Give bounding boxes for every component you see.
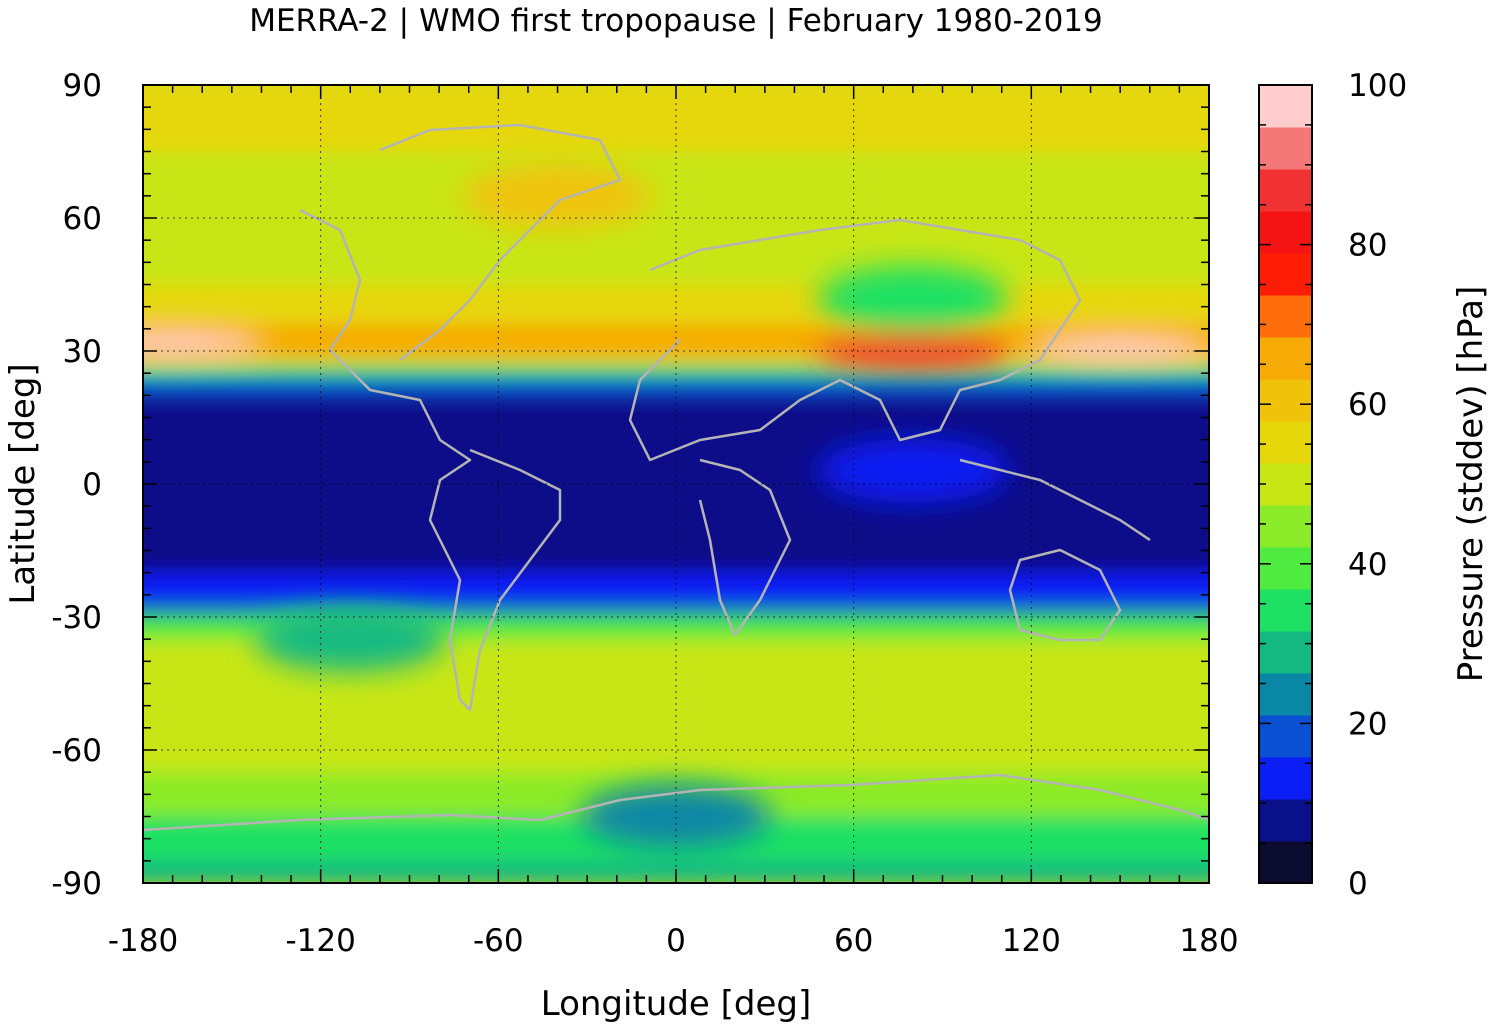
x-axis-label: Longitude [deg]	[541, 984, 812, 1024]
field-features	[143, 163, 1209, 849]
colorbar-segment	[1259, 631, 1312, 674]
colorbar-segment	[1259, 841, 1312, 884]
colorbar-tick-label: 80	[1348, 228, 1387, 264]
x-tick-label: 180	[1179, 923, 1238, 959]
x-tick-label: -180	[108, 923, 178, 959]
chart-title: MERRA-2 | WMO first tropopause | Februar…	[249, 3, 1103, 39]
colorbar	[1259, 85, 1312, 884]
y-tick-label: 90	[63, 68, 102, 104]
colorbar-segment	[1259, 85, 1312, 128]
y-tick-label: 0	[82, 467, 102, 503]
x-tick-label: -60	[473, 923, 524, 959]
x-tick-label: 60	[834, 923, 873, 959]
colorbar-tick-label: 40	[1348, 547, 1387, 583]
field-feature	[1025, 330, 1209, 363]
colorbar-segment	[1259, 547, 1312, 590]
field-feature	[817, 438, 1008, 503]
colorbar-tick-label: 100	[1348, 68, 1407, 104]
colorbar-segment	[1259, 337, 1312, 380]
gridlines	[143, 85, 1209, 883]
colorbar-segment	[1259, 421, 1312, 464]
colorbar-label: Pressure (stddev) [hPa]	[1451, 286, 1491, 682]
colorbar-segment	[1259, 295, 1312, 338]
zonal-band	[143, 151, 1209, 219]
field-feature	[581, 784, 771, 849]
y-tick-label: 30	[63, 334, 102, 370]
colorbar-tick-label: 0	[1348, 866, 1368, 902]
colorbar-tick-label: 20	[1348, 706, 1387, 742]
colorbar-tick-labels: 0 20 40 60 80 100	[1348, 68, 1407, 902]
y-axis-label: Latitude [deg]	[3, 363, 43, 604]
colorbar-segment	[1259, 169, 1312, 212]
zonal-band	[143, 218, 1209, 286]
zonal-band	[143, 364, 1209, 379]
colorbar-segment	[1259, 757, 1312, 800]
colorbar-ticks	[1259, 84, 1312, 884]
colorbar-segment	[1259, 253, 1312, 296]
colorbar-segment	[1259, 211, 1312, 254]
field-feature	[143, 326, 268, 359]
x-tick-label: -120	[285, 923, 355, 959]
field-feature	[255, 607, 446, 672]
field-feature	[462, 163, 653, 228]
colorbar-segment	[1259, 463, 1312, 506]
y-tick-label: -90	[51, 866, 102, 902]
axis-ticks	[142, 84, 1210, 884]
colorbar-segment	[1259, 127, 1312, 170]
zonal-band	[143, 284, 1209, 326]
heatmap-field	[143, 85, 1209, 883]
coastlines	[143, 123, 1209, 832]
x-tick-label: 0	[666, 923, 686, 959]
colorbar-tick-label: 60	[1348, 387, 1387, 423]
y-tick-label: -60	[51, 733, 102, 769]
field-feature	[817, 265, 1008, 330]
x-tick-labels: -180 -120 -60 0 60 120 180	[108, 923, 1239, 959]
x-tick-label: 120	[1002, 923, 1061, 959]
colorbar-segment	[1259, 589, 1312, 632]
colorbar-segment	[1259, 715, 1312, 758]
colorbar-segment	[1259, 673, 1312, 716]
colorbar-segment	[1259, 799, 1312, 842]
y-tick-label: 60	[63, 201, 102, 237]
y-tick-label: -30	[51, 600, 102, 636]
y-tick-labels: 90 60 30 0 -30 -60 -90	[51, 68, 102, 902]
colorbar-segment	[1259, 505, 1312, 548]
colorbar-segment	[1259, 379, 1312, 422]
